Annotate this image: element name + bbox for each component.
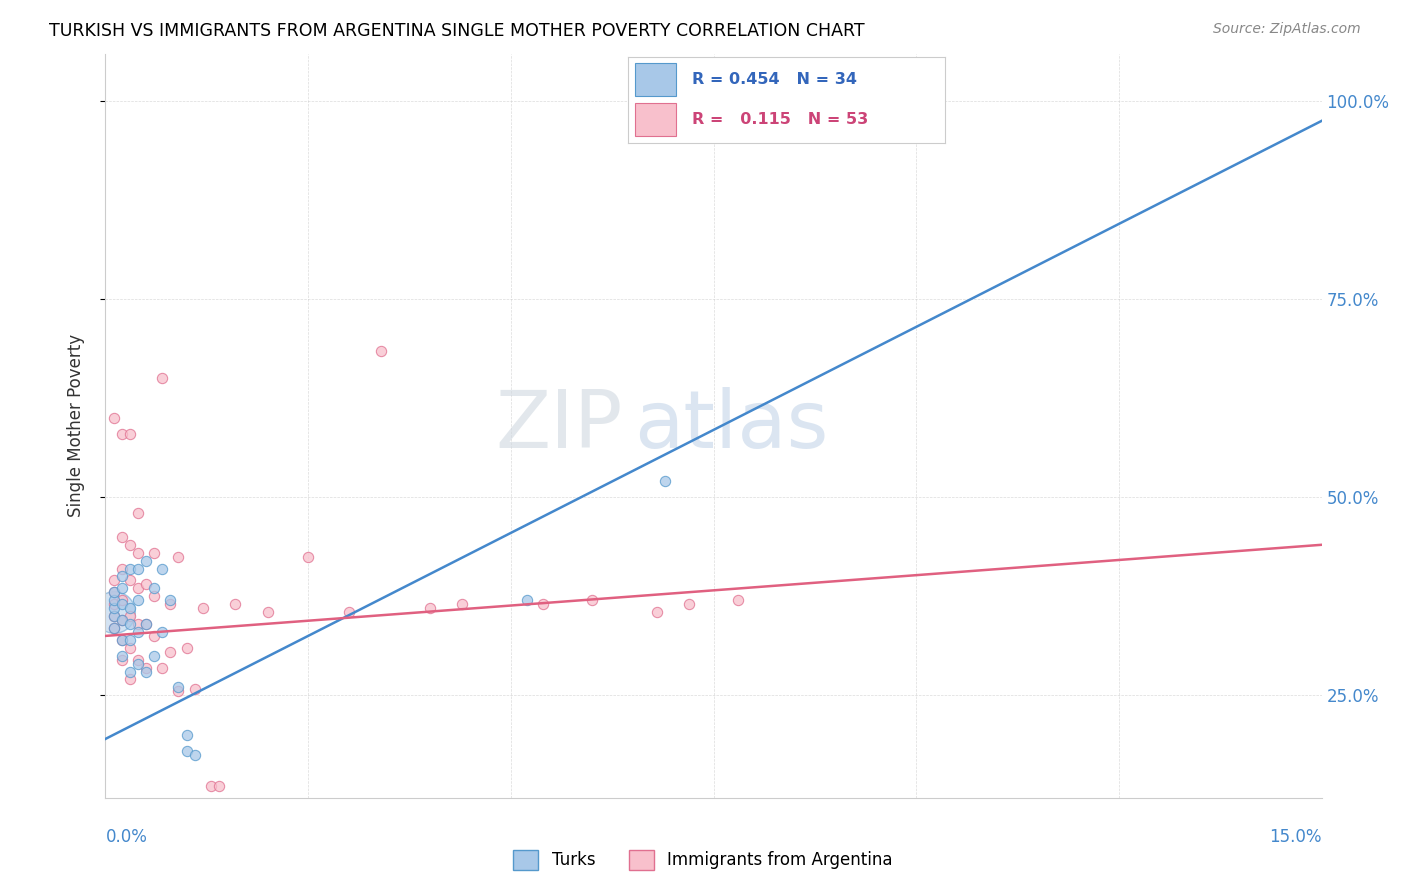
Point (183, 747, 205, 762)
Point (176, 744, 198, 758)
Point (176, 640, 198, 655)
Point (167, 681, 190, 695)
Point (143, 589, 166, 603)
Point (127, 653, 149, 667)
Point (645, 605, 668, 619)
Point (118, 426, 141, 441)
Point (191, 601, 214, 615)
Point (111, 561, 134, 575)
Point (127, 546, 149, 560)
Point (111, 582, 134, 596)
Point (159, 597, 181, 611)
Point (419, 601, 441, 615)
Point (127, 657, 149, 671)
Point (135, 554, 157, 568)
Point (118, 617, 141, 632)
Point (118, 561, 141, 575)
Point (127, 617, 149, 632)
Point (176, 728, 198, 742)
Point (135, 617, 157, 632)
Point (143, 546, 166, 560)
Point (118, 632, 141, 647)
Point (118, 640, 141, 655)
Point (111, 648, 134, 663)
Point (103, 593, 125, 607)
Point (516, 593, 538, 607)
Point (224, 597, 246, 611)
Point (183, 681, 205, 696)
Legend: Turks, Immigrants from Argentina: Turks, Immigrants from Argentina (506, 843, 900, 877)
Point (727, 593, 749, 607)
Point (159, 593, 181, 607)
Point (127, 506, 149, 520)
Point (111, 426, 134, 441)
Point (111, 653, 134, 667)
Point (111, 597, 134, 611)
Point (111, 632, 134, 647)
Point (111, 569, 134, 583)
Point (135, 660, 157, 674)
Text: Source: ZipAtlas.com: Source: ZipAtlas.com (1213, 22, 1361, 37)
Point (103, 411, 125, 425)
Point (167, 684, 190, 698)
Point (135, 665, 157, 679)
Point (297, 549, 319, 564)
Text: ZIP: ZIP (495, 387, 623, 465)
Point (150, 624, 173, 639)
Point (103, 605, 125, 619)
Point (118, 601, 141, 615)
Point (127, 593, 149, 607)
Text: atlas: atlas (634, 387, 830, 465)
Point (143, 582, 166, 596)
Point (127, 624, 149, 639)
Point (103, 585, 125, 599)
Point (337, 605, 360, 619)
Point (103, 621, 125, 635)
Point (150, 371, 173, 385)
Point (127, 582, 149, 596)
Point (118, 538, 141, 552)
Point (103, 609, 125, 624)
Point (103, 574, 125, 588)
Point (118, 673, 141, 687)
Text: 15.0%: 15.0% (1270, 828, 1322, 846)
Point (135, 577, 157, 591)
Point (581, 593, 603, 607)
Point (111, 632, 134, 647)
Point (111, 530, 134, 544)
Y-axis label: Single Mother Poverty: Single Mother Poverty (66, 334, 84, 517)
Text: 0.0%: 0.0% (105, 828, 148, 846)
Point (654, 475, 676, 489)
Point (150, 660, 173, 674)
Point (256, 605, 278, 619)
Point (127, 561, 149, 575)
Point (103, 609, 125, 624)
Point (159, 645, 181, 659)
Point (111, 613, 134, 627)
Point (143, 648, 166, 663)
Point (370, 343, 392, 358)
Point (118, 609, 141, 624)
Point (118, 665, 141, 679)
Point (103, 621, 125, 635)
Point (103, 585, 125, 599)
Point (531, 597, 554, 611)
Text: TURKISH VS IMMIGRANTS FROM ARGENTINA SINGLE MOTHER POVERTY CORRELATION CHART: TURKISH VS IMMIGRANTS FROM ARGENTINA SIN… (49, 22, 865, 40)
Point (103, 601, 125, 615)
Point (111, 593, 134, 607)
Point (150, 561, 173, 575)
Point (118, 574, 141, 588)
Point (111, 613, 134, 627)
Point (451, 597, 474, 611)
Point (208, 780, 231, 794)
Point (135, 617, 157, 632)
Point (143, 629, 166, 643)
Point (167, 549, 190, 564)
Point (678, 597, 700, 611)
Point (103, 597, 125, 611)
Point (200, 780, 222, 794)
